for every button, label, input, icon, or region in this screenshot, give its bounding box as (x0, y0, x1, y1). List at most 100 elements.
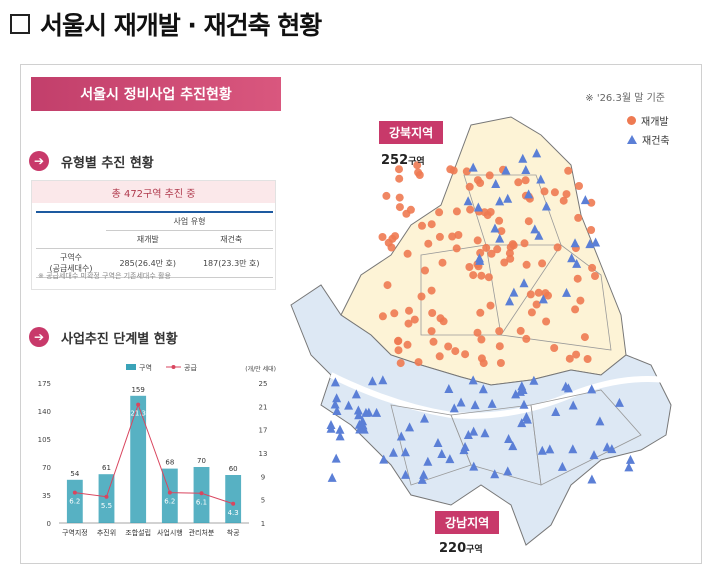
recon-site-marker (401, 469, 411, 479)
right-tick-label: 1 (261, 520, 265, 528)
redev-site-marker (427, 220, 436, 229)
recon-site-marker (468, 162, 478, 172)
redev-site-marker (479, 359, 488, 368)
bar-value-label: 60 (229, 465, 238, 473)
redev-site-marker (500, 258, 509, 267)
recon-site-marker (326, 420, 336, 430)
bar-value-label: 70 (197, 457, 206, 465)
recon-site-marker (541, 201, 551, 211)
arrow-right-icon: ➔ (29, 327, 49, 347)
redev-site-marker (428, 309, 437, 317)
right-tick-label: 17 (259, 427, 268, 435)
recon-site-marker (505, 296, 515, 306)
category-label: 착공 (227, 529, 240, 537)
redev-site-marker (454, 231, 463, 239)
recon-site-marker (367, 376, 377, 386)
recon-site-marker (551, 406, 561, 416)
recon-site-marker (463, 196, 473, 206)
recon-site-marker (354, 410, 364, 420)
recon-site-marker (433, 438, 443, 448)
redev-site-marker (521, 176, 530, 185)
group-header: 사업 유형 (106, 211, 273, 231)
redev-site-marker (414, 168, 423, 177)
redev-site-marker (477, 335, 486, 344)
left-tick-label: 35 (42, 492, 51, 500)
redev-site-marker (418, 221, 426, 230)
redev-site-marker (452, 207, 461, 216)
redev-site-marker (395, 174, 404, 183)
recon-site-marker (474, 253, 484, 263)
redev-site-marker (396, 359, 405, 368)
redev-site-marker (576, 296, 585, 305)
north-region-tag: 강북지역 (379, 121, 444, 144)
recon-site-marker (491, 178, 501, 188)
recon-site-marker (572, 258, 582, 268)
recon-site-marker (563, 383, 573, 393)
redev-site-marker (572, 350, 581, 359)
redev-site-marker (522, 260, 531, 269)
recon-site-marker (532, 148, 542, 158)
recon-site-marker (495, 233, 505, 243)
recon-site-marker (355, 424, 365, 434)
legend-bar-label: 구역 (139, 363, 152, 372)
redev-site-marker (451, 347, 460, 356)
redev-site-marker (476, 248, 485, 257)
redev-site-marker (427, 286, 436, 295)
redev-site-marker (462, 167, 471, 176)
redev-site-marker (574, 213, 583, 222)
arrow-right-icon: ➔ (29, 151, 49, 171)
redev-site-marker (527, 308, 536, 317)
recon-site-marker (335, 424, 345, 434)
bar-value-label: 61 (102, 464, 111, 472)
redev-site-marker (448, 232, 457, 241)
stage-section-title: ➔ 사업추진 단계별 현황 (29, 327, 178, 347)
legend-redev: 재개발 (627, 113, 670, 128)
redev-site-marker (575, 182, 583, 190)
stage-section-label: 사업추진 단계별 현황 (61, 331, 178, 347)
supply-point (72, 490, 77, 495)
table-note: ※ 공급세대수 미확정 구역은 기존세대수 활용 (38, 272, 171, 280)
bar-value-label: 159 (131, 386, 144, 394)
redev-site-marker (583, 355, 592, 363)
supply-point (199, 491, 204, 496)
recon-site-marker (327, 472, 337, 482)
redev-site-marker (538, 259, 547, 268)
recon-site-marker (562, 287, 572, 297)
recon-site-marker (534, 230, 544, 240)
recon-site-marker (478, 384, 488, 394)
north-boundary (500, 244, 612, 351)
redev-site-marker (461, 350, 470, 359)
redev-site-marker (482, 243, 491, 252)
recon-site-marker (537, 445, 547, 455)
redev-site-marker (473, 236, 482, 245)
left-tick-label: 70 (42, 464, 51, 472)
type-section-title: ➔ 유형별 추진 현황 (29, 151, 154, 171)
redev-site-marker (495, 216, 504, 225)
legend-recon: 재건축 (627, 132, 670, 147)
row-label: 구역수 (공급세대수) (36, 248, 106, 278)
redev-site-marker (516, 326, 525, 335)
redev-site-marker (532, 300, 541, 309)
recon-site-marker (331, 453, 341, 463)
recon-site-marker (570, 238, 580, 248)
redev-site-marker (395, 203, 404, 212)
supply-value-label: 6.2 (164, 498, 175, 506)
recon-site-marker (517, 418, 527, 428)
redev-site-marker (390, 309, 399, 318)
figure-banner: 서울시 정비사업 추진현황 (31, 77, 281, 111)
redev-site-marker (403, 249, 412, 258)
redev-site-marker (495, 342, 504, 351)
redev-site-marker (497, 227, 506, 236)
type-section-label: 유형별 추진 현황 (61, 155, 154, 171)
recon-site-marker (344, 400, 354, 410)
supply-point (104, 494, 109, 499)
recon-site-marker (529, 375, 539, 385)
south-region-tag: 강남지역 (435, 511, 500, 534)
recon-site-marker (602, 442, 612, 452)
redev-site-marker (438, 258, 447, 267)
recon-site-marker (518, 153, 528, 163)
col-redev: 재개발 (106, 230, 190, 249)
recon-site-marker (423, 456, 433, 466)
supply-point (167, 490, 172, 495)
redev-site-marker (587, 198, 596, 207)
